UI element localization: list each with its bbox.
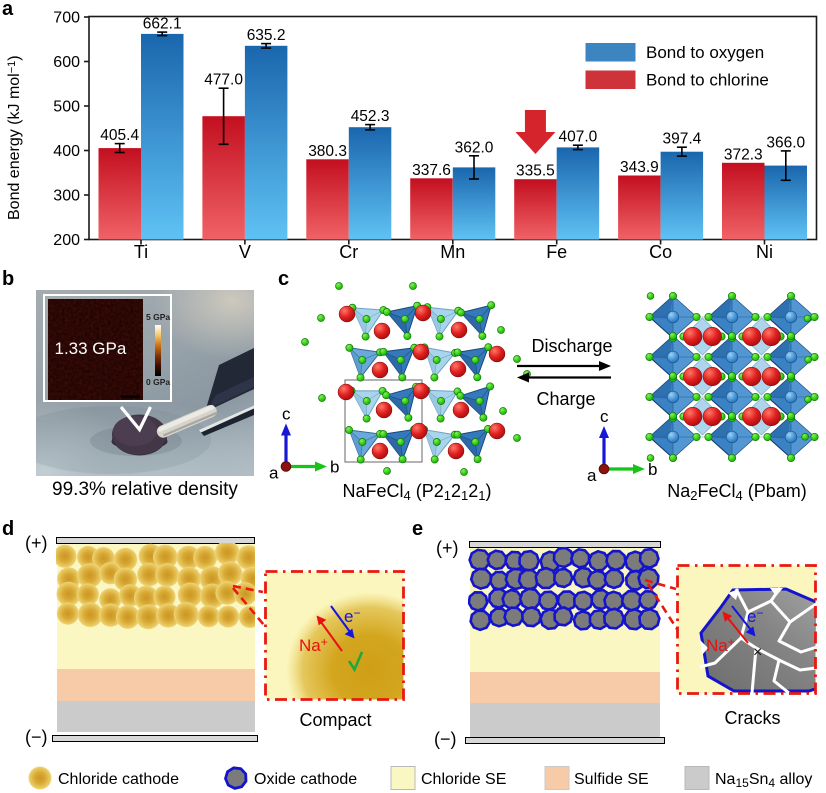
svg-text:400: 400 — [53, 143, 80, 160]
svg-text:Na15Sn4 alloy: Na15Sn4 alloy — [715, 771, 812, 790]
svg-text:Ni: Ni — [756, 242, 773, 262]
svg-text:700: 700 — [53, 10, 80, 27]
svg-text:366.0: 366.0 — [766, 134, 805, 151]
svg-text:a: a — [269, 464, 279, 483]
svg-text:Oxide cathode: Oxide cathode — [254, 771, 357, 788]
svg-text:407.0: 407.0 — [559, 129, 598, 146]
svg-text:Cr: Cr — [339, 242, 358, 262]
svg-text:Discharge: Discharge — [531, 336, 612, 356]
svg-text:337.6: 337.6 — [412, 162, 451, 179]
svg-text:362.0: 362.0 — [455, 139, 494, 156]
svg-text:500: 500 — [53, 99, 80, 116]
svg-text:×: × — [753, 644, 762, 661]
svg-text:Charge: Charge — [536, 389, 595, 409]
svg-text:Na2FeCl4 (Pbam): Na2FeCl4 (Pbam) — [667, 481, 807, 503]
svg-text:Ti: Ti — [134, 242, 148, 262]
svg-text:Chloride SE: Chloride SE — [421, 771, 506, 788]
svg-text:Fe: Fe — [546, 242, 567, 262]
svg-text:372.3: 372.3 — [724, 146, 763, 163]
svg-text:Na+: Na+ — [706, 635, 735, 655]
svg-text:477.0: 477.0 — [204, 72, 243, 89]
svg-text:380.3: 380.3 — [308, 143, 347, 160]
svg-text:Bond to chlorine: Bond to chlorine — [646, 71, 769, 90]
svg-text:452.3: 452.3 — [351, 108, 390, 125]
svg-text:635.2: 635.2 — [247, 27, 286, 44]
svg-text:300: 300 — [53, 188, 80, 205]
svg-text:405.4: 405.4 — [100, 127, 139, 144]
svg-text:397.4: 397.4 — [663, 131, 702, 148]
svg-text:335.5: 335.5 — [516, 163, 555, 180]
svg-text:343.9: 343.9 — [620, 159, 659, 176]
svg-text:V: V — [239, 242, 251, 262]
svg-text:Co: Co — [649, 242, 672, 262]
svg-text:c: c — [600, 407, 609, 426]
svg-text:Na+: Na+ — [299, 635, 328, 655]
svg-text:a: a — [587, 466, 597, 485]
svg-text:Sulfide SE: Sulfide SE — [574, 771, 649, 788]
svg-text:b: b — [330, 458, 339, 477]
svg-text:Bond to oxygen: Bond to oxygen — [646, 43, 764, 62]
svg-text:Chloride cathode: Chloride cathode — [58, 771, 179, 788]
svg-text:b: b — [648, 460, 657, 479]
svg-text:Mn: Mn — [440, 242, 465, 262]
svg-text:NaFeCl4 (P212121): NaFeCl4 (P212121) — [343, 481, 492, 503]
svg-text:600: 600 — [53, 54, 80, 71]
svg-text:c: c — [282, 405, 291, 424]
svg-text:662.1: 662.1 — [143, 16, 182, 33]
svg-text:200: 200 — [53, 232, 80, 249]
